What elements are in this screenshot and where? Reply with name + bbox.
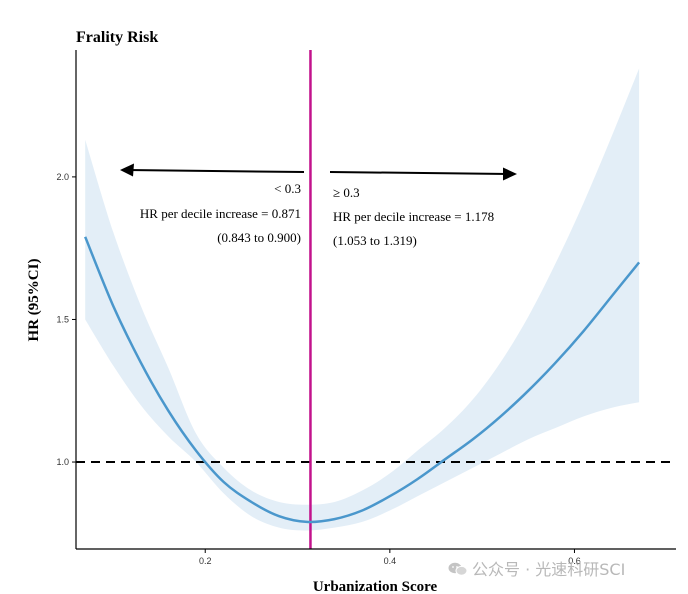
- left-ci-label: (0.843 to 0.900): [217, 230, 301, 245]
- hr-curve: [84, 236, 641, 524]
- watermark-text: 公众号 · 光速科研SCI: [472, 560, 626, 579]
- right-threshold-label: ≥ 0.3: [333, 185, 360, 200]
- right-arrow-head: [503, 167, 517, 181]
- left-threshold-label: < 0.3: [274, 181, 301, 196]
- right-arrow-line: [329, 171, 514, 175]
- chart-title: Frality Risk: [76, 29, 158, 46]
- x-tick-label: 0.2: [199, 556, 212, 566]
- right-hr-label: HR per decile increase = 1.178: [333, 209, 494, 224]
- wechat-icon: [448, 562, 468, 576]
- y-ticks: 1.0 1.5 2.0: [56, 172, 76, 467]
- y-axis-title: HR (95%CI): [26, 259, 42, 342]
- left-arrow-head: [120, 163, 134, 177]
- right-ci-label: (1.053 to 1.319): [333, 233, 417, 248]
- watermark: 公众号 · 光速科研SCI: [448, 556, 625, 580]
- x-ticks: 0.2 0.4 0.6: [199, 549, 581, 566]
- left-arrow-line: [121, 169, 305, 173]
- left-hr-label: HR per decile increase = 0.871: [140, 206, 301, 221]
- y-tick-label: 1.0: [56, 457, 69, 467]
- y-tick-label: 2.0: [56, 172, 69, 182]
- x-tick-label: 0.6: [568, 556, 581, 566]
- x-axis-title: Urbanization Score: [313, 579, 438, 594]
- y-tick-label: 1.5: [56, 314, 69, 324]
- x-tick-label: 0.4: [384, 556, 397, 566]
